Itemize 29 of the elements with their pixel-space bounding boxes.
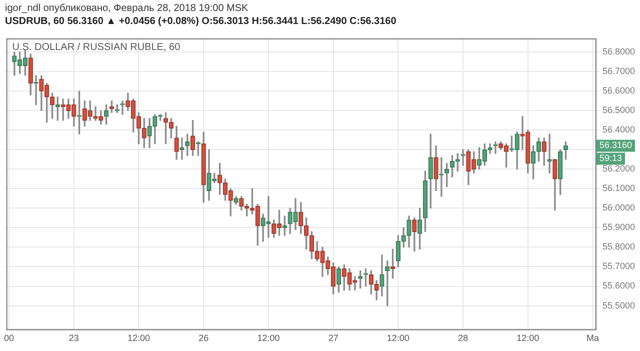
x-tick-label: 12:00	[386, 333, 410, 344]
x-tick-label: 12:00	[516, 333, 540, 344]
x-tick-label: 12:00	[257, 333, 280, 344]
x-tick-label: 26	[198, 333, 209, 344]
y-tick-label: 55.5000	[602, 300, 636, 310]
x-tick-label: Ma	[586, 333, 600, 344]
y-tick-label: 56.4000	[602, 124, 636, 135]
y-tick-label: 56.0000	[602, 202, 636, 213]
y-tick-label: 56.1000	[602, 183, 636, 194]
chart-title: U.S. DOLLAR / RUSSIAN RUBLE, 60	[12, 42, 181, 54]
y-tick-label: 56.8000	[602, 46, 636, 57]
x-tick-label: 23	[68, 333, 79, 344]
x-tick-label: 28	[458, 333, 468, 344]
x-tick-label: 12:00	[127, 333, 150, 344]
chart-subtitle: USDRUB, 60 56.3160 ▲ +0.0456 (+0.08%) O:56.3013 H:56.3441 L:56.2490 C:56.3160	[4, 15, 398, 29]
y-tick-label: 55.6000	[602, 280, 636, 291]
text: 59:13	[599, 153, 622, 164]
text: 56.3160	[599, 140, 632, 150]
y-tick-label: 55.7000	[602, 261, 636, 272]
x-tick-label: 27	[328, 333, 338, 344]
y-tick-label: 55.8000	[602, 242, 636, 252]
y-tick-label: 56.6000	[602, 86, 636, 96]
candlestick	[460, 149, 466, 166]
y-tick-label: 56.2000	[602, 164, 636, 174]
y-tick-label: 55.9000	[602, 222, 636, 232]
y-tick-label: 56.7000	[602, 66, 636, 76]
x-tick-label: 00	[4, 333, 14, 344]
text: igor_ndl опубликовано, Февраль 28, 2018 19:00 MSK	[4, 2, 250, 14]
y-tick-label: 56.5000	[602, 105, 636, 116]
